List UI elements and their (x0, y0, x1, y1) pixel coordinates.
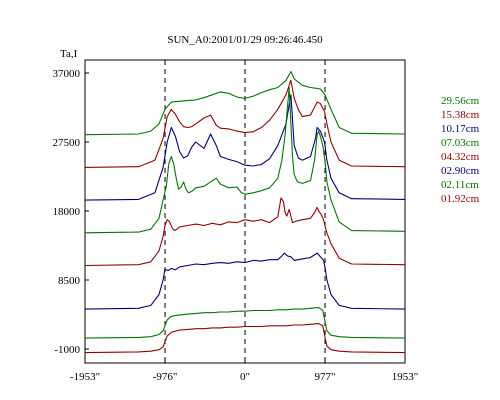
y-axis-label: Ta,I (60, 48, 78, 60)
y-axis-ticks: 37000 27500 18000 8500 -1000 (53, 68, 89, 356)
legend-entry: 15.38cm (441, 109, 480, 121)
legend-entry: 04.32cm (441, 151, 480, 163)
series-line (84, 307, 406, 339)
x-tick-label: -976" (153, 371, 178, 383)
legend-entry: 07.03cm (441, 137, 480, 149)
legend-entry: 02.11cm (441, 179, 479, 191)
legend-entry: 10.17cm (441, 123, 480, 135)
x-tick-label: 1953" (392, 371, 419, 383)
y-tick-label: 27500 (53, 137, 81, 149)
y-tick-label: 37000 (53, 68, 81, 80)
x-tick-label: 0" (240, 371, 250, 383)
legend: 29.56cm 15.38cm 10.17cm 07.03cm 04.32cm 02.90… (441, 95, 480, 205)
x-tick-label: 977" (315, 371, 336, 383)
y-tick-label: 8500 (58, 275, 81, 287)
legend-entry: 29.56cm (441, 95, 480, 107)
chart-title: SUN_A0:2001/01/29 09:26:46.450 (167, 34, 323, 46)
series-line (84, 94, 406, 201)
series-line (84, 79, 406, 168)
legend-entry: 02.90cm (441, 165, 480, 177)
reference-lines (164, 60, 326, 363)
series-line (84, 197, 406, 267)
series-line (84, 323, 406, 354)
series-line (84, 86, 406, 234)
legend-entry: 01.92cm (441, 193, 480, 205)
y-tick-label: 18000 (53, 206, 81, 218)
series-line (84, 70, 406, 136)
x-tick-label: -1953" (70, 371, 100, 383)
series-lines (84, 70, 406, 354)
x-axis-ticks: -1953" -976" 0" 977" 1953" (70, 359, 418, 383)
series-line (84, 252, 406, 310)
y-tick-label: -1000 (54, 344, 80, 356)
